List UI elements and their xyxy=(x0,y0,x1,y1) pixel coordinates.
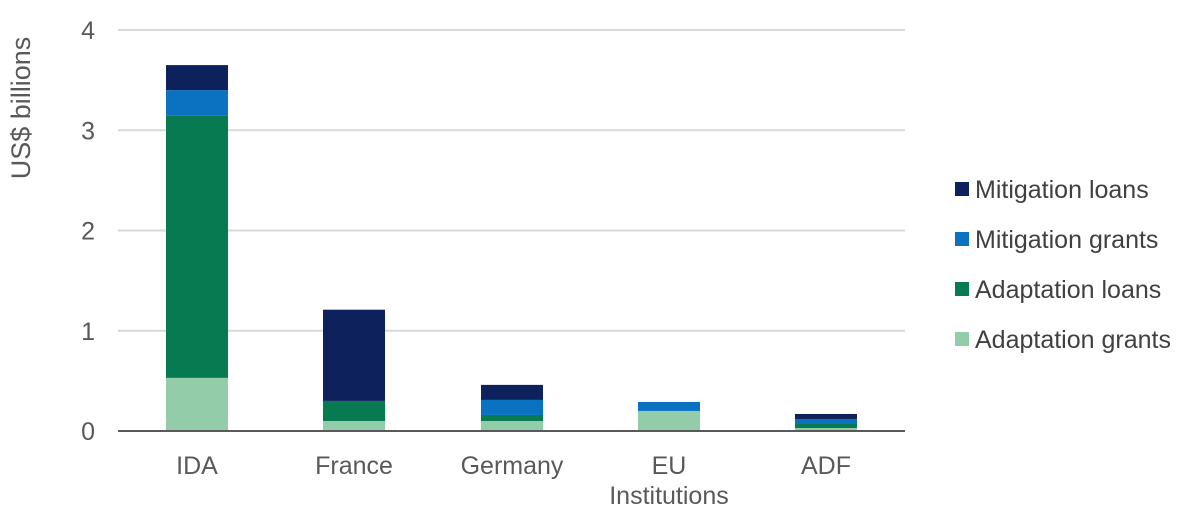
legend-label: Adaptation loans xyxy=(975,276,1161,304)
bar-segment xyxy=(795,413,857,419)
y-tick-label: 1 xyxy=(81,318,95,346)
x-tick-labels: IDA France Germany EU Institutions ADF xyxy=(176,452,851,510)
x-tick-label: ADF xyxy=(801,452,851,480)
legend: Mitigation loans Mitigation grants Adaptat… xyxy=(955,176,1171,354)
y-tick-labels: 0 1 2 3 4 xyxy=(81,17,95,446)
bar-segment xyxy=(166,115,228,378)
x-tick-label: EU Institutions xyxy=(609,452,729,510)
bar-segment xyxy=(323,309,385,401)
x-tick-label: France xyxy=(315,452,393,480)
bar-segment xyxy=(166,90,228,116)
bar-segment xyxy=(323,420,385,431)
legend-swatch xyxy=(955,232,969,246)
y-tick-label: 3 xyxy=(81,117,95,145)
legend-label: Adaptation grants xyxy=(975,326,1171,354)
y-tick-label: 2 xyxy=(81,218,95,246)
bar-segment xyxy=(638,401,700,411)
bar-segment xyxy=(795,423,857,428)
legend-label: Mitigation grants xyxy=(975,226,1158,254)
bar-segment xyxy=(481,384,543,400)
legend-label: Mitigation loans xyxy=(975,176,1149,204)
bar-segment xyxy=(166,377,228,431)
bar-segment xyxy=(638,410,700,431)
bar-segment xyxy=(323,400,385,421)
legend-swatch xyxy=(955,282,969,296)
y-tick-label: 4 xyxy=(81,17,95,45)
legend-swatch xyxy=(955,182,969,196)
bar-segment xyxy=(481,420,543,431)
x-tick-label: Germany xyxy=(461,452,564,480)
gridlines xyxy=(118,29,905,332)
bars xyxy=(166,65,857,431)
x-tick-label: IDA xyxy=(176,452,218,480)
bar-segment xyxy=(481,399,543,415)
bar-segment xyxy=(481,414,543,421)
bar-segment xyxy=(795,427,857,431)
y-axis-label: US$ billions xyxy=(6,37,36,180)
legend-swatch xyxy=(955,332,969,346)
bar-segment xyxy=(166,65,228,91)
bar-segment xyxy=(795,418,857,424)
y-tick-label: 0 xyxy=(81,418,95,446)
